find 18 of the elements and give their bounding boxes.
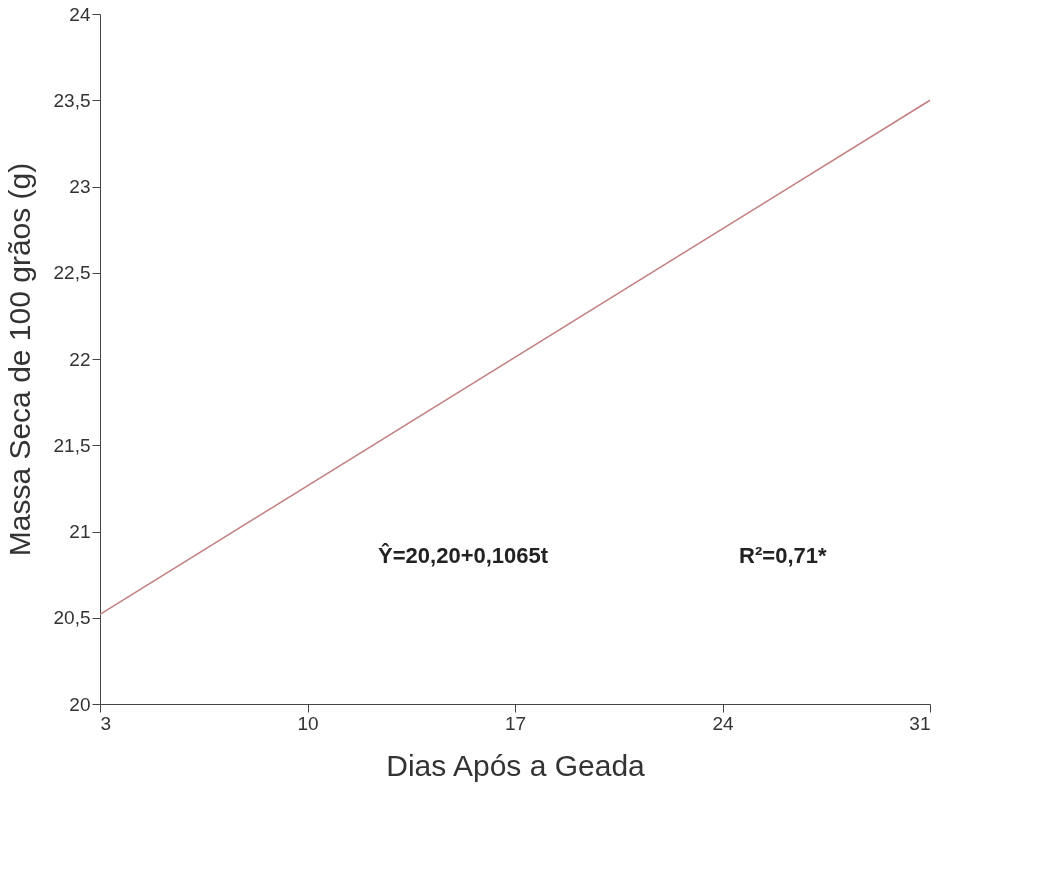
x-tick-label: 24 [712, 712, 734, 734]
y-tick-label: 20,5 [53, 607, 91, 629]
y-tick-label: 21 [69, 521, 91, 542]
x-tick-label: 31 [909, 712, 931, 734]
y-tick-label: 24 [69, 3, 91, 25]
x-tick-label: 17 [504, 712, 527, 734]
y-axis-title: Massa Seca de 100 grãos (g) [2, 162, 36, 557]
y-tick-label: 23 [69, 176, 91, 197]
y-tick-label: 23,5 [53, 89, 91, 111]
x-tick-label: 10 [297, 712, 319, 734]
x-axis-title: Dias Após a Geada [386, 748, 646, 782]
y-tick-label: 22,5 [53, 262, 91, 284]
y-tick-label: 21,5 [53, 434, 91, 456]
y-tick-label: 20 [69, 693, 91, 715]
y-tick-label: 22 [69, 348, 91, 370]
annotation: Ŷ=20,20+0,1065t [378, 542, 549, 568]
x-tick-label: 3 [100, 712, 112, 734]
annotation: R²=0,71* [739, 542, 827, 568]
